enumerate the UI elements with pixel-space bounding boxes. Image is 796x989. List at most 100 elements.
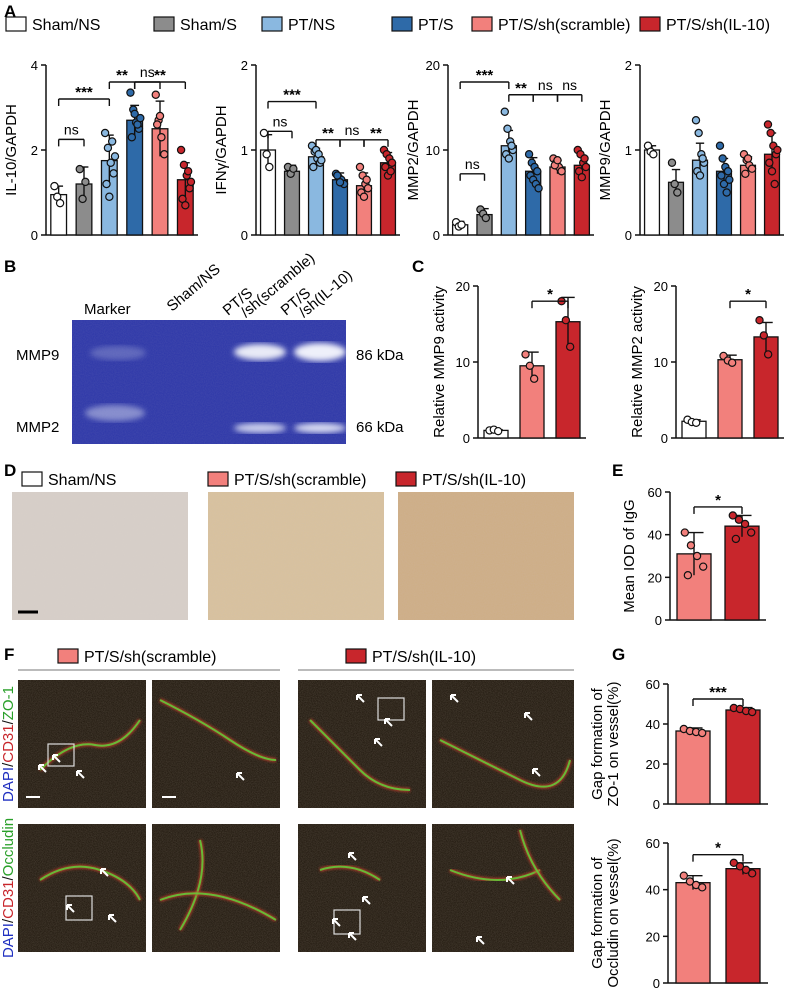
legend-label: PT/S/sh(scramble) xyxy=(234,472,366,489)
data-point xyxy=(697,883,707,892)
channel-label-part: Occludin xyxy=(0,818,17,876)
data-point xyxy=(259,128,269,138)
data-point xyxy=(766,128,775,138)
data-point xyxy=(136,113,145,123)
data-point xyxy=(747,707,757,717)
y-tick-label: 0 xyxy=(653,797,660,812)
y-tick-label: 0 xyxy=(463,431,470,446)
arrow-marker xyxy=(506,876,515,885)
vessel-junction xyxy=(449,869,541,881)
y-tick-label: 0 xyxy=(655,613,662,628)
arrow-marker xyxy=(108,914,117,923)
data-point xyxy=(355,162,365,172)
significance-label: ** xyxy=(116,67,128,84)
channel-label-part: CD31 xyxy=(0,880,17,918)
panel-letter-g: G xyxy=(612,645,625,664)
panel-letter-b: B xyxy=(4,257,16,276)
data-point xyxy=(680,528,690,537)
channel-label: DAPI/CD31/ZO-1 xyxy=(0,686,17,802)
data-point xyxy=(759,331,769,340)
zoom-box xyxy=(377,697,405,721)
data-point xyxy=(381,162,390,172)
data-point xyxy=(580,154,589,163)
significance-label: ns xyxy=(562,77,577,93)
data-point xyxy=(110,152,120,161)
legend-label: PT/S/sh(IL-10) xyxy=(422,472,526,489)
bar xyxy=(675,730,711,805)
y-tick-label: 20 xyxy=(426,58,440,73)
data-point xyxy=(723,167,733,176)
data-point xyxy=(746,528,756,537)
y-tick-label: 40 xyxy=(648,528,662,543)
significance-label: * xyxy=(715,492,721,509)
data-point xyxy=(157,133,166,142)
channel-label-part: / xyxy=(0,762,17,767)
chart-c2: 0 10 20 Relative MMP2 activity * xyxy=(629,279,784,446)
y-tick-label: 20 xyxy=(456,279,470,294)
bar xyxy=(331,179,349,236)
panel-letter-c: C xyxy=(412,257,424,276)
significance-label: ns xyxy=(538,77,553,93)
bar xyxy=(283,170,301,236)
data-point xyxy=(673,188,682,197)
data-point xyxy=(686,541,696,550)
arrow-marker xyxy=(384,718,393,727)
legend-label: PT/S/sh(scramble) xyxy=(498,17,630,34)
channel-label: DAPI/CD31/Occludin xyxy=(0,818,17,958)
size-label: 66 kDa xyxy=(356,419,404,436)
y-tick-label: 1 xyxy=(625,143,632,158)
significance-label: ** xyxy=(515,80,527,97)
data-point xyxy=(525,361,535,370)
panel-letter-d: D xyxy=(4,461,16,480)
data-point xyxy=(722,188,731,197)
size-label: 86 kDa xyxy=(356,347,404,364)
data-point xyxy=(107,137,117,146)
data-point xyxy=(81,177,90,187)
data-point xyxy=(735,862,745,871)
data-point xyxy=(561,316,571,325)
legend-swatch xyxy=(471,16,493,32)
y-axis-label: Relative MMP9 activity xyxy=(431,286,448,438)
data-point xyxy=(524,150,534,159)
data-point xyxy=(529,374,539,383)
static-layer: A B C D E F G Sham/NS Sham/S PT/NS PT/S PT/S/sh(scr… xyxy=(0,2,770,961)
y-tick-label: 10 xyxy=(456,355,470,370)
data-point xyxy=(670,179,679,189)
vessel-junction xyxy=(159,892,277,921)
arrow-marker xyxy=(242,952,251,961)
data-point xyxy=(363,184,373,193)
arrow-marker xyxy=(524,712,533,721)
bar xyxy=(717,359,743,439)
y-axis-label: IFNγ/GAPDH xyxy=(213,105,230,194)
data-point xyxy=(767,167,777,176)
significance-label: * xyxy=(715,840,721,857)
data-point xyxy=(103,143,113,153)
data-point xyxy=(127,133,137,142)
y-axis-label: Mean IOD of IgG xyxy=(621,499,638,612)
data-point xyxy=(50,181,59,191)
gel-band xyxy=(234,344,286,360)
data-point xyxy=(763,120,773,129)
data-point xyxy=(109,169,118,178)
arrow-marker xyxy=(356,694,365,703)
fluorescence-panel: PT/S/sh(scramble) PT/S/sh(IL-10)DAPI/CD31… xyxy=(0,648,574,961)
data-point xyxy=(581,162,591,172)
channel-label-part: / xyxy=(0,918,17,923)
data-point xyxy=(725,175,734,184)
data-point xyxy=(728,511,738,520)
data-point xyxy=(75,164,84,174)
data-point xyxy=(507,141,516,150)
chart-g2: 0 20 40 60 Gap formation of Occludin on vesse… xyxy=(589,836,768,989)
vessel-junction xyxy=(439,739,571,788)
y-tick-label: 60 xyxy=(646,677,660,692)
chart-a2: 0 1 2 IFNγ/GAPDH *** ns ** ns ** xyxy=(213,58,400,243)
vessel-junction xyxy=(39,865,141,901)
legend-label: PT/S/sh(IL-10) xyxy=(666,17,770,34)
y-tick-label: 40 xyxy=(646,717,660,732)
chart-c1: 0 10 20 Relative MMP9 activity * xyxy=(431,279,586,446)
data-point xyxy=(102,179,111,189)
data-point xyxy=(55,198,65,208)
y-tick-label: 20 xyxy=(646,929,660,944)
y-tick-label: 2 xyxy=(241,58,248,73)
